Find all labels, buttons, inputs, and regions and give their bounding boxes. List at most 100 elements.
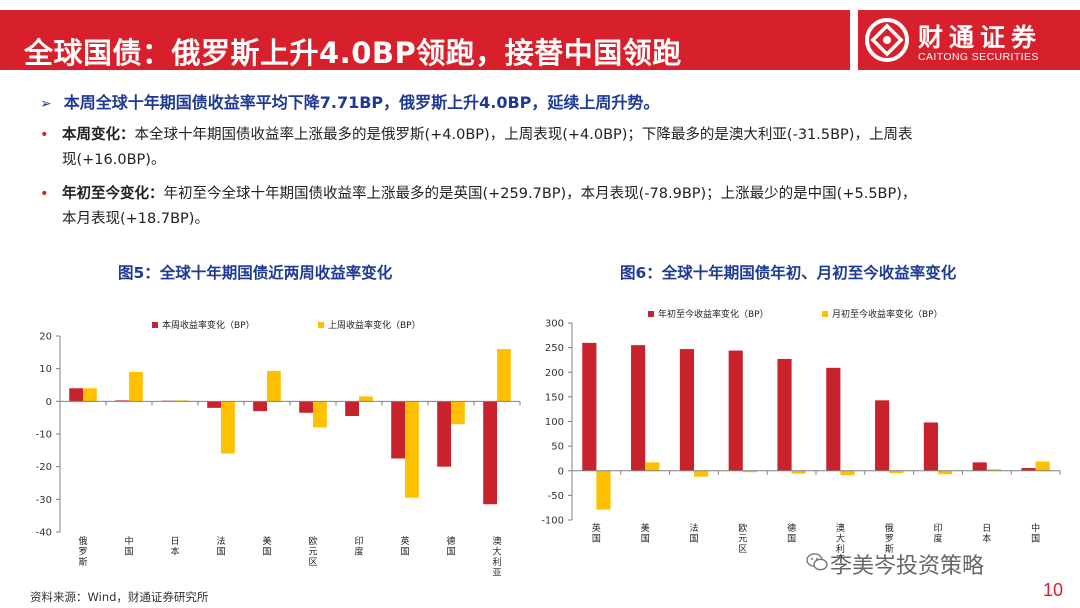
y-tick-label: -10	[36, 430, 52, 441]
y-tick-label: -30	[36, 495, 52, 506]
bar	[345, 401, 359, 417]
bar	[451, 401, 465, 425]
figure5-chart: 本周收益率变化（BP） 上周收益率变化（BP） 20 10 0 -10 -20 -30 -40 俄…	[20, 308, 530, 583]
x-tick-label: 德国	[446, 535, 455, 558]
legend-swatch	[318, 322, 324, 328]
caitong-logo-icon	[865, 18, 909, 62]
legend-label: 本周收益率变化（BP）	[162, 319, 255, 331]
page-title: 全球国债：俄罗斯上升4.0BP领跑，接替中国领跑	[24, 36, 682, 70]
bar	[938, 470, 953, 475]
x-tick-label: 欧元区	[308, 535, 317, 568]
title-bar: 全球国债：俄罗斯上升4.0BP领跑，接替中国领跑	[0, 10, 850, 70]
bar	[1021, 468, 1036, 471]
x-tick-label: 英国	[400, 535, 409, 558]
page-number: 10	[1043, 580, 1064, 600]
bullet-text-cont: 现(+16.0BP)。	[62, 152, 166, 168]
bullet-dot-icon: •	[40, 127, 49, 143]
bar	[645, 462, 660, 471]
legend-swatch	[152, 322, 158, 328]
bar	[1035, 461, 1050, 471]
legend-label: 月初至今收益率变化（BP）	[832, 308, 943, 320]
bar	[972, 462, 987, 471]
bullet-weekly-change: • 本周变化：本全球十年期国债收益率上涨最多的是俄罗斯(+4.0BP)，上周表现(…	[40, 123, 1000, 173]
bar	[253, 401, 267, 412]
figure6-chart: 年初至今收益率变化（BP） 月初至今收益率变化（BP） 300 250 200 150 10…	[540, 303, 1075, 566]
x-tick-label: 中国	[1031, 522, 1040, 545]
watermark: 李美岑投资策略	[830, 554, 985, 579]
y-tick-label: -20	[36, 462, 52, 473]
y-tick-label: 250	[545, 343, 564, 354]
bar	[129, 371, 143, 402]
x-tick-label: 中国	[124, 535, 133, 558]
bar	[923, 422, 938, 471]
source-note: 资料来源：Wind，财通证券研究所	[30, 590, 209, 604]
bullet-text: 年初至今全球十年期国债收益率上涨最多的是英国(+259.7BP)，本月表现(-7…	[163, 186, 917, 202]
bullet-lead: 本周变化：	[62, 127, 135, 143]
bar	[69, 388, 83, 402]
x-tick-label: 印度	[933, 522, 942, 545]
bullet-lead: 年初至今变化：	[62, 186, 164, 202]
logo-text-en: CAITONG SECURITIES	[918, 51, 1039, 63]
bar	[889, 470, 904, 474]
summary-headline: ➢ 本周全球十年期国债收益率平均下降7.71BP，俄罗斯上升4.0BP，延续上周升…	[40, 89, 659, 113]
wechat-icon	[806, 553, 828, 571]
x-tick-label: 法国	[216, 535, 225, 558]
bar	[742, 470, 757, 473]
y-tick-label: 200	[545, 368, 564, 379]
bullet-dot-icon: •	[40, 186, 49, 202]
legend-swatch	[822, 311, 828, 317]
bar	[207, 401, 221, 408]
x-tick-label: 澳大利亚	[492, 535, 501, 579]
bar	[986, 469, 1001, 471]
arrow-bullet-icon: ➢	[40, 96, 52, 112]
bar	[582, 342, 597, 471]
logo-text-cn: 财通证券	[918, 23, 1043, 52]
y-tick-label: 10	[39, 364, 52, 375]
x-tick-label: 欧元区	[738, 522, 747, 555]
x-tick-label: 法国	[689, 522, 698, 545]
bar	[299, 401, 313, 413]
x-tick-label: 日本	[170, 536, 179, 558]
bar	[791, 470, 806, 474]
y-tick-label: 300	[545, 319, 564, 330]
y-tick-label: 100	[545, 417, 564, 428]
bar	[777, 358, 792, 471]
x-tick-label: 印度	[354, 535, 363, 558]
y-tick-label: -40	[36, 528, 52, 539]
x-tick-label: 俄罗斯	[885, 522, 894, 555]
legend-label: 年初至今收益率变化（BP）	[658, 308, 769, 320]
bar	[313, 401, 327, 428]
bullet-ytd-change: • 年初至今变化：年初至今全球十年期国债收益率上涨最多的是英国(+259.7BP)…	[40, 182, 1000, 232]
bullet-text: 本全球十年期国债收益率上涨最多的是俄罗斯(+4.0BP)，上周表现(+4.0BP…	[134, 127, 913, 143]
bar	[826, 367, 841, 471]
bar	[679, 349, 694, 471]
bar	[596, 470, 611, 510]
x-tick-label: 俄罗斯	[78, 535, 87, 568]
bar	[728, 350, 743, 471]
bar	[359, 396, 373, 402]
bar	[267, 370, 281, 402]
legend-label: 上周收益率变化（BP）	[328, 319, 421, 331]
headline-text: 本周全球十年期国债收益率平均下降7.71BP，俄罗斯上升4.0BP，延续上周升势…	[63, 93, 660, 112]
x-tick-label: 美国	[641, 522, 650, 545]
bar	[694, 470, 709, 477]
x-tick-label: 英国	[592, 522, 601, 545]
bar	[483, 401, 497, 505]
y-tick-label: 20	[39, 332, 52, 343]
y-tick-label: 0	[558, 466, 564, 477]
figure5-chart-svg: 本周收益率变化（BP） 上周收益率变化（BP） 20 10 0 -10 -20 -30 -40 俄…	[36, 319, 521, 579]
bar	[497, 349, 511, 402]
bar	[840, 470, 855, 476]
bar	[83, 388, 97, 402]
y-tick-label: 0	[46, 397, 52, 408]
bar	[391, 401, 405, 459]
x-tick-label: 美国	[262, 535, 271, 558]
bar	[631, 345, 646, 471]
bar	[437, 401, 451, 467]
bar	[875, 400, 890, 471]
figure6-title: 图6：全球十年期国债年初、月初至今收益率变化	[620, 264, 957, 282]
header: 全球国债：俄罗斯上升4.0BP领跑，接替中国领跑 财通证券 CAITONG SE…	[0, 0, 1080, 70]
bullet-text-cont: 本月表现(+18.7BP)。	[62, 211, 209, 227]
company-logo: 财通证券 CAITONG SECURITIES	[858, 10, 1080, 70]
bar	[405, 401, 419, 498]
